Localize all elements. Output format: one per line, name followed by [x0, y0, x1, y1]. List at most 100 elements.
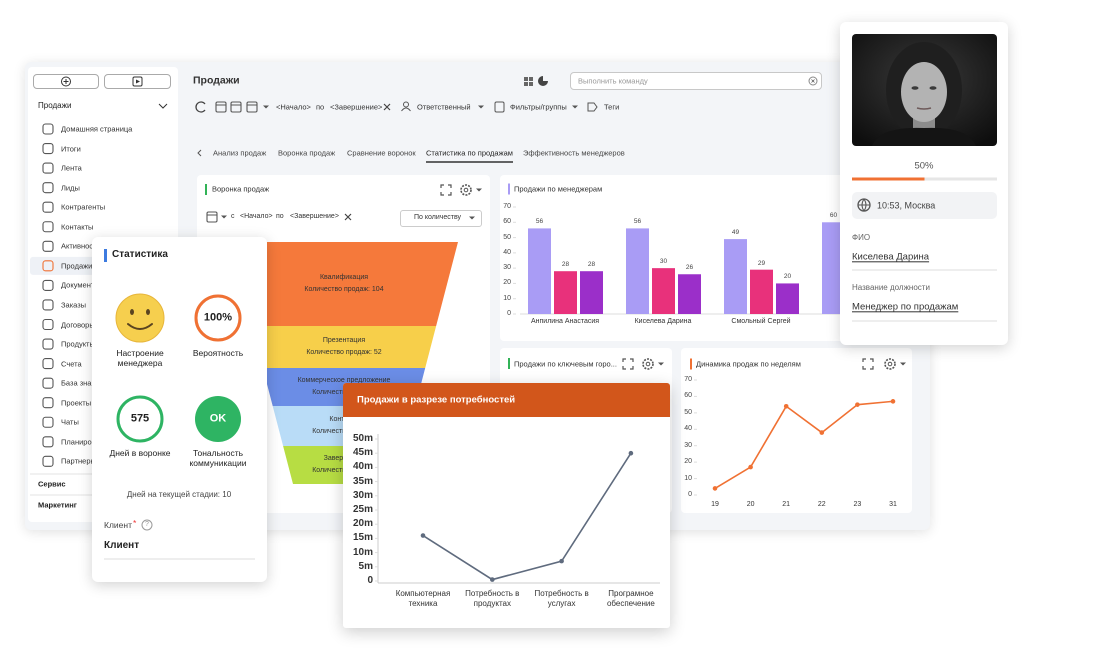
y-tick-label: 0 — [367, 575, 373, 586]
calendar-icon — [230, 101, 242, 113]
photo-mouth — [916, 107, 932, 110]
grid-view-icon — [524, 77, 528, 81]
settings-icon — [642, 358, 654, 370]
menu-group[interactable]: Сервис — [38, 479, 66, 489]
bar — [822, 222, 845, 314]
tab[interactable]: Воронка продаж — [278, 148, 336, 158]
label: Количество продаж: 52 — [306, 348, 382, 356]
globe-icon — [858, 198, 870, 212]
menu-item[interactable]: База знаний — [61, 378, 104, 388]
value-label: 26 — [685, 264, 694, 272]
label[interactable]: Теги — [604, 102, 620, 112]
progress-label: 50% — [914, 160, 934, 172]
mood-icon — [146, 309, 150, 315]
title-accent — [508, 358, 510, 369]
menu-item[interactable]: Документы — [61, 280, 100, 290]
funnel-stage — [251, 326, 437, 368]
y-tick-label: 0 — [688, 490, 692, 498]
menu-item[interactable]: Контрагенты — [61, 202, 106, 212]
y-tick-label: 0 — [507, 309, 511, 317]
menu-item[interactable]: Планирование — [61, 437, 113, 447]
section-toggle[interactable]: Продажи — [38, 101, 72, 111]
chart-title: Динамика продаж по неделям — [696, 359, 801, 369]
menu-item[interactable]: Домашняя страница — [61, 124, 133, 134]
mood-icon — [130, 309, 134, 315]
menu-icon — [42, 201, 54, 213]
menu-item[interactable]: Активности — [61, 241, 101, 251]
menu-item[interactable]: Продажи — [61, 261, 93, 271]
point — [748, 464, 753, 470]
menu-item[interactable]: Лиды — [61, 183, 80, 193]
tab[interactable]: Статистика по продажам — [426, 148, 513, 158]
location: 10:53, Москва — [877, 200, 936, 211]
card-title: Продажи по ключевым горо... — [514, 359, 617, 369]
menu-icon — [42, 397, 54, 409]
mood-icon — [127, 323, 153, 330]
close-icon — [344, 213, 352, 221]
label[interactable]: По количеству — [414, 213, 462, 221]
plus-icon — [61, 76, 71, 87]
search-box[interactable] — [570, 72, 822, 90]
funnel-stage — [230, 242, 458, 326]
tab[interactable]: Анализ продаж — [213, 148, 267, 158]
caption: Тональность коммуникации — [189, 448, 247, 469]
title-accent — [205, 184, 207, 195]
x-tick-label: 23 — [853, 501, 862, 508]
person-icon — [401, 107, 411, 112]
label[interactable]: Фильтры/группы — [510, 102, 567, 112]
tab[interactable]: Эффективность менеджеров — [523, 148, 625, 158]
menu-icon — [42, 377, 54, 389]
label[interactable]: Ответственный — [417, 102, 471, 112]
field-label: Клиент — [104, 519, 132, 530]
filter-icon — [494, 101, 505, 113]
title-accent — [508, 183, 510, 195]
y-tick-label: 40m — [352, 461, 373, 473]
bar — [652, 268, 675, 314]
label: Количество продаж: 104 — [304, 285, 384, 293]
label[interactable]: <Завершение> — [330, 102, 383, 112]
menu-item[interactable]: Заказы — [61, 300, 87, 310]
y-tick-label: 40 — [503, 248, 511, 256]
tab[interactable]: Сравнение воронок — [347, 148, 416, 158]
label[interactable]: <Начало> — [276, 102, 311, 112]
y-tick-label: 50 — [684, 408, 692, 416]
menu-item[interactable]: Договоры — [61, 320, 95, 329]
settings-icon — [460, 184, 472, 196]
label: Коммерческое предложение — [297, 376, 391, 384]
bar — [554, 271, 577, 314]
menu-item[interactable]: Продукты — [61, 339, 95, 349]
field-value[interactable]: Киселева Дарина — [852, 251, 930, 263]
menu-item[interactable]: Контакты — [61, 222, 94, 232]
value-label: 30 — [659, 258, 668, 266]
y-tick-label: 20 — [503, 279, 511, 287]
label: по — [276, 212, 284, 220]
menu-item[interactable]: Проекты — [61, 398, 92, 408]
x-tick-label: Програмное обеспечение — [606, 589, 655, 608]
line — [422, 452, 632, 581]
value-label: 56 — [535, 218, 544, 226]
plus-icon — [63, 79, 69, 84]
y-tick-label: 20m — [352, 518, 373, 530]
menu-group[interactable]: Маркетинг — [38, 500, 77, 510]
x-tick-label: 19 — [711, 501, 719, 508]
menu-icon — [42, 240, 54, 252]
y-tick-label: 10 — [684, 474, 692, 482]
field-value[interactable]: Менеджер по продажам — [852, 301, 959, 313]
tone-value: OK — [209, 412, 227, 425]
menu-item[interactable]: Чаты — [61, 417, 79, 427]
caret-icon — [476, 188, 482, 192]
bar — [776, 283, 799, 314]
menu-item[interactable]: Счета — [61, 359, 82, 369]
calendar-icon — [215, 101, 227, 113]
title-accent — [104, 249, 107, 262]
mode-select[interactable] — [400, 210, 482, 227]
menu-item[interactable]: Лента — [61, 163, 82, 173]
menu-icon — [42, 279, 54, 291]
value-label: 28 — [561, 261, 570, 269]
x-tick-label: 31 — [889, 501, 897, 508]
value-label: 60 — [829, 212, 838, 220]
menu-item[interactable]: Партнеры — [61, 456, 96, 466]
menu-item[interactable]: Итоги — [61, 144, 81, 154]
